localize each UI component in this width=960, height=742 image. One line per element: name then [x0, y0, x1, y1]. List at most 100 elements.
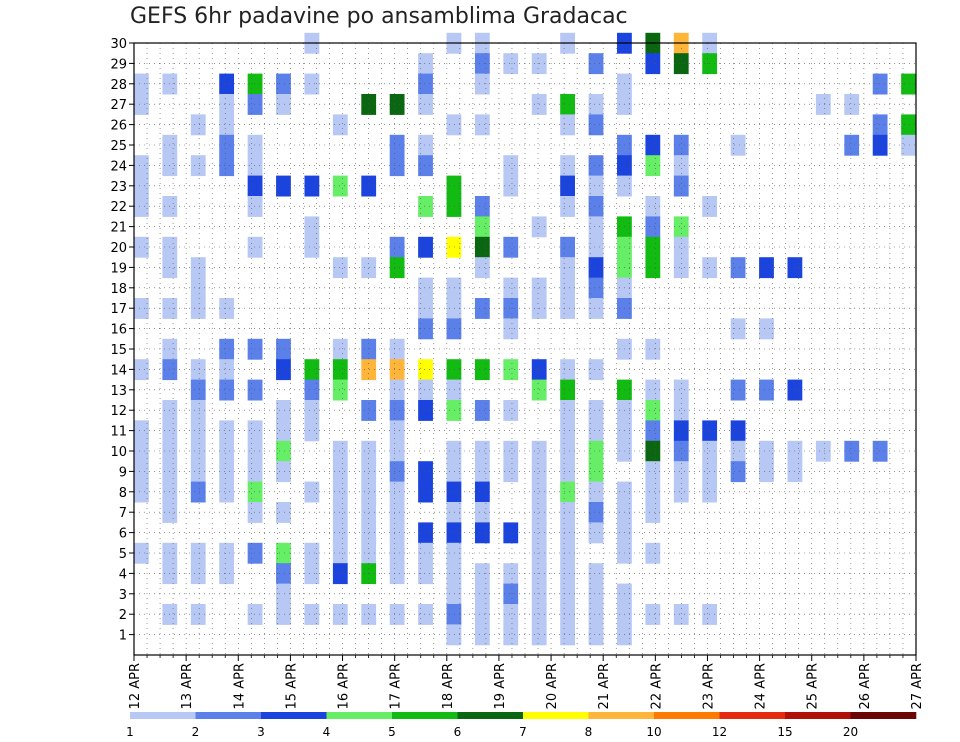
heatmap-cell	[503, 236, 519, 258]
heatmap-cell	[474, 114, 490, 136]
heatmap-cell	[219, 481, 235, 503]
heatmap-cell	[474, 236, 490, 258]
heatmap-cell	[332, 338, 348, 360]
heatmap-cell	[389, 440, 405, 462]
heatmap-cell	[361, 461, 377, 483]
heatmap-cell	[190, 542, 206, 564]
heatmap-cell	[389, 461, 405, 483]
colorbar-segment	[392, 712, 458, 719]
heatmap-cell	[276, 73, 291, 95]
y-tick-label: 11	[110, 425, 127, 440]
heatmap-cell	[134, 73, 149, 95]
heatmap-cell	[219, 379, 235, 401]
y-tick-label: 15	[110, 343, 127, 358]
heatmap-cell	[560, 94, 575, 115]
heatmap-cell	[474, 440, 490, 462]
heatmap-cell	[673, 400, 689, 421]
y-tick-label: 22	[110, 200, 127, 215]
heatmap-cell	[560, 114, 575, 136]
y-tick-label: 27	[110, 98, 127, 113]
heatmap-cell	[247, 440, 263, 462]
heatmap-cell	[190, 359, 206, 381]
y-axis: 1234567891011121314151617181920212223242…	[110, 37, 134, 644]
heatmap-cell	[673, 604, 689, 625]
heatmap-cell	[474, 583, 490, 605]
heatmap-cell	[332, 114, 348, 136]
heatmap-cell	[190, 400, 206, 421]
heatmap-cell	[219, 542, 235, 564]
heatmap-cell	[730, 379, 746, 401]
heatmap-cell	[872, 440, 888, 462]
colorbar: 1 2 3 4 5 6 7 8 10 12 15 20	[126, 712, 917, 739]
heatmap-cell	[503, 604, 519, 625]
colorbar-segment	[654, 712, 720, 719]
heatmap-cell	[361, 257, 377, 279]
heatmap-cell	[446, 542, 462, 564]
heatmap-cell	[588, 257, 604, 279]
heatmap-cell	[190, 298, 206, 319]
heatmap-cell	[389, 502, 405, 523]
heatmap-cell	[673, 379, 689, 401]
heatmap-cell	[446, 604, 462, 625]
heatmap-cell	[645, 338, 661, 360]
heatmap-cell	[389, 155, 405, 177]
heatmap-cell	[247, 196, 263, 217]
heatmap-cell	[503, 175, 519, 197]
heatmap-cell	[474, 73, 490, 95]
colorbar-label: 5	[388, 725, 396, 739]
y-tick-label: 28	[110, 78, 127, 93]
heatmap-cell	[247, 502, 263, 523]
heatmap-cell	[730, 440, 746, 462]
heatmap-cell	[446, 236, 462, 258]
heatmap-cell	[759, 318, 774, 340]
heatmap-cell	[304, 73, 320, 95]
y-tick-label: 21	[110, 221, 127, 236]
heatmap-cell	[332, 257, 348, 279]
heatmap-cell	[389, 542, 405, 564]
heatmap-cell	[730, 461, 746, 483]
heatmap-cell	[190, 440, 206, 462]
y-tick-label: 18	[110, 282, 127, 297]
heatmap-cell	[474, 461, 490, 483]
heatmap-cell	[588, 563, 604, 585]
heatmap-cell	[446, 318, 462, 340]
heatmap-cell	[872, 134, 888, 156]
heatmap-cell	[134, 236, 149, 258]
heatmap-cell	[474, 522, 490, 544]
heatmap-cell	[446, 359, 462, 381]
heatmap-cell	[588, 216, 604, 238]
heatmap-cell	[560, 359, 575, 381]
heatmap-cell	[673, 216, 689, 238]
heatmap-cell	[560, 155, 575, 177]
heatmap-cell	[361, 175, 377, 197]
heatmap-cell	[588, 298, 604, 319]
heatmap-cell	[389, 420, 405, 442]
heatmap-cell	[219, 155, 235, 177]
heatmap-cell	[389, 481, 405, 503]
heatmap-cell	[219, 440, 235, 462]
heatmap-cell	[588, 522, 604, 544]
heatmap-cell	[332, 502, 348, 523]
heatmap-cell	[247, 155, 263, 177]
colorbar-segment	[261, 712, 327, 719]
cells-layer	[134, 32, 916, 646]
heatmap-cell	[673, 257, 689, 279]
heatmap-cell	[588, 53, 604, 75]
y-tick-label: 2	[119, 608, 127, 623]
heatmap-cell	[418, 298, 433, 319]
heatmap-cell	[560, 563, 575, 585]
heatmap-cell	[588, 502, 604, 523]
heatmap-cell	[503, 277, 519, 299]
colorbar-segment	[523, 712, 589, 719]
heatmap-cell	[588, 175, 604, 197]
x-tick-label: 27 APR	[910, 663, 925, 709]
heatmap-cell	[560, 277, 575, 299]
heatmap-cell	[588, 400, 604, 421]
x-tick-label: 15 APR	[284, 663, 299, 709]
heatmap-cell	[503, 461, 519, 483]
heatmap-cell	[446, 502, 462, 523]
heatmap-cell	[276, 563, 291, 585]
x-tick-label: 17 APR	[389, 663, 404, 709]
heatmap-cell	[759, 379, 774, 401]
heatmap-cell	[304, 359, 320, 381]
